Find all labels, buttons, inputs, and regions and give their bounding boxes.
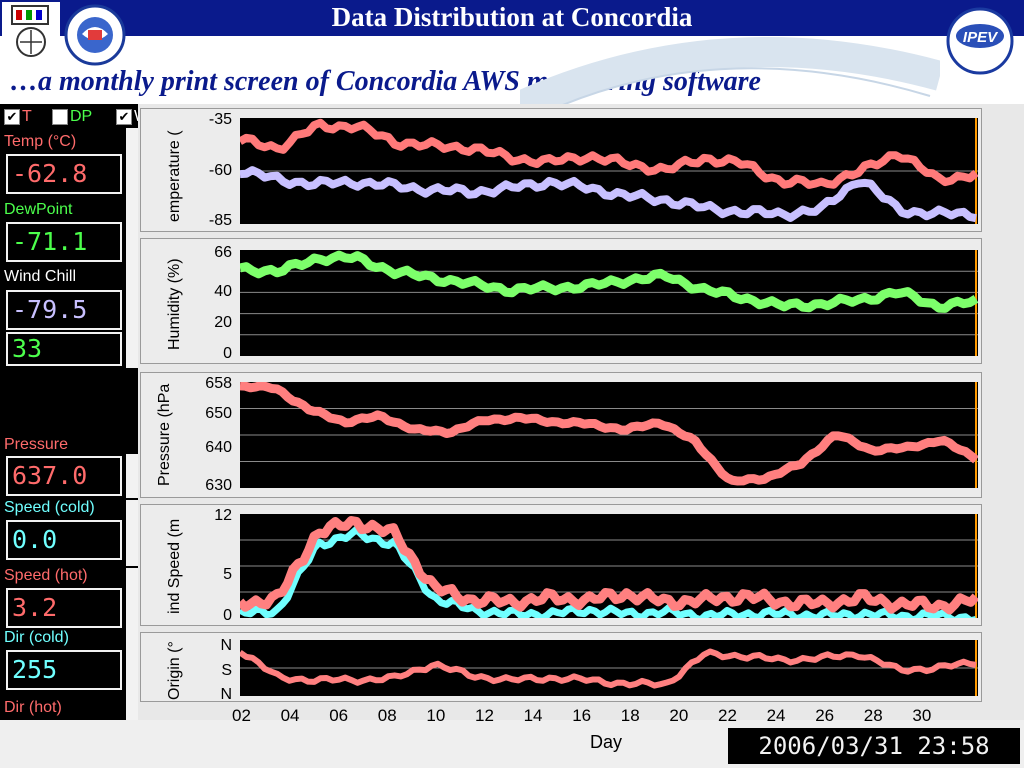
ytick: 0: [223, 607, 232, 624]
speed-hot-trace: [240, 515, 978, 615]
temperature-plot: [240, 118, 978, 224]
humidity-plot: [240, 250, 978, 356]
x-tick-label: 10: [426, 706, 446, 725]
ipev-logo: IPEV: [946, 7, 1014, 75]
temperature-ylabel: emperature (: [166, 130, 183, 222]
header-bar: [0, 0, 1024, 36]
checkbox-dp[interactable]: [52, 109, 68, 125]
direction-plot: [240, 640, 978, 696]
speed-hot-value: 3.2: [6, 588, 122, 628]
pnra-logo: [64, 4, 126, 66]
panel-separator: [126, 454, 138, 498]
panel-separator: [126, 568, 138, 630]
panel-separator: [126, 630, 138, 696]
pressure-plot: [240, 382, 978, 488]
x-tick-label: 28: [863, 706, 883, 725]
dir-hot-trace: [240, 648, 977, 689]
x-tick-label: 18: [620, 706, 640, 725]
x-tick-label: 02: [232, 706, 251, 725]
humidity-value: 33: [6, 332, 122, 366]
pressure-value: 637.0: [6, 456, 122, 496]
panel-separator: [126, 268, 138, 368]
ytick: 12: [214, 507, 232, 524]
x-axis-label: Day: [590, 732, 623, 752]
windspeed-plot: [240, 514, 978, 618]
pressure-label: Pressure: [4, 436, 69, 453]
x-tick-label: 30: [912, 706, 932, 725]
ytick: 650: [205, 405, 232, 422]
x-tick-label: 06: [329, 706, 349, 725]
speed-cold-value: 0.0: [6, 520, 122, 560]
speed-cold-trace: [240, 525, 976, 618]
windchill-value: -79.5: [6, 290, 122, 330]
dewpoint-value: -71.1: [6, 222, 122, 262]
page-title: Data Distribution at Concordia: [331, 2, 693, 32]
windchill-trace: [240, 166, 977, 223]
panel-separator: [126, 500, 138, 566]
concordia-logo: [2, 2, 60, 62]
speed-cold-label: Speed (cold): [4, 499, 95, 516]
timestamp-display: 2006/03/31 23:58: [728, 728, 1020, 764]
panel-separator: [126, 128, 138, 200]
ytick: 0: [223, 345, 232, 362]
pressure-trace: [240, 382, 978, 486]
ytick: N: [220, 637, 232, 654]
checkbox-dp-label: DP: [70, 108, 93, 125]
x-tick-label: 20: [669, 706, 689, 725]
checkbox-wc[interactable]: ✔: [116, 109, 132, 125]
ytick: S: [221, 662, 232, 679]
ytick: -35: [208, 111, 232, 128]
temp-value: -62.8: [6, 154, 122, 194]
ytick: 630: [205, 477, 232, 494]
windspeed-ylabel: ind Speed (m: [166, 518, 183, 614]
x-tick-label: 26: [815, 706, 835, 725]
x-tick-label: 04: [280, 706, 300, 725]
temp-label: Temp (°C): [4, 133, 77, 150]
ytick: N: [220, 686, 232, 703]
x-tick-label: 24: [766, 706, 786, 725]
x-tick-label: 12: [475, 706, 494, 725]
dir-cold-label: Dir (cold): [4, 629, 69, 646]
speed-hot-label: Speed (hot): [4, 567, 88, 584]
ytick: 66: [214, 244, 232, 261]
ipev-logo-text: IPEV: [963, 29, 999, 46]
antarctica-map-watermark: [520, 37, 940, 106]
ytick: 658: [205, 375, 232, 392]
ytick: 40: [214, 283, 232, 300]
temperature-trace: [240, 118, 978, 189]
direction-ylabel: Origin (°: [166, 641, 183, 700]
ytick: 5: [223, 566, 232, 583]
x-tick-label: 22: [718, 706, 737, 725]
windchill-label: Wind Chill: [4, 268, 77, 285]
ytick: 20: [214, 314, 232, 331]
series-toggle-row: ✔ T DP ✔ WC: [0, 106, 161, 128]
x-tick-label: 16: [572, 706, 592, 725]
humidity-ylabel: Humidity (%): [166, 258, 183, 350]
ytick: -60: [208, 162, 232, 179]
x-tick-label: 08: [377, 706, 397, 725]
checkbox-t-label: T: [22, 108, 32, 125]
dir-hot-label: Dir (hot): [4, 699, 62, 716]
dewpoint-label: DewPoint: [4, 201, 73, 218]
dir-cold-value: 255: [6, 650, 122, 690]
checkbox-t[interactable]: ✔: [4, 109, 20, 125]
panel-separator: [126, 200, 138, 268]
ytick: -85: [208, 212, 232, 229]
humidity-trace: [240, 250, 978, 313]
pressure-ylabel: Pressure (hPa: [156, 383, 173, 486]
x-tick-label: 14: [523, 706, 543, 725]
ytick: 640: [205, 439, 232, 456]
